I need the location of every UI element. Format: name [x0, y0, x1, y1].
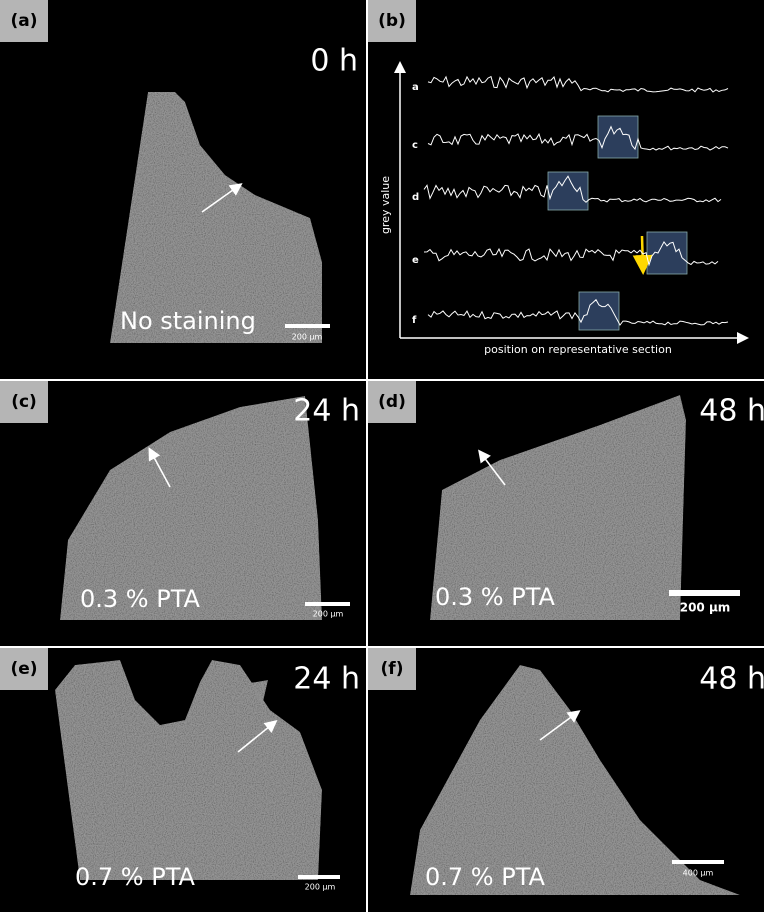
- panel-label: (f): [381, 659, 404, 679]
- trace-label: c: [412, 140, 418, 151]
- trace-label: a: [412, 82, 419, 93]
- panel-label: (b): [378, 11, 406, 31]
- condition: 0.3 % PTA: [80, 585, 201, 613]
- trace-label: d: [412, 192, 419, 203]
- highlight: [548, 172, 588, 210]
- y-axis-label: grey value: [379, 176, 392, 234]
- scale-label: 200 µm: [680, 601, 731, 615]
- scale-label: 200 µm: [313, 610, 344, 619]
- highlight: [647, 232, 687, 274]
- scale-label: 200 µm: [305, 883, 336, 892]
- condition: 0.7 % PTA: [75, 863, 196, 891]
- time: 48 h: [699, 662, 764, 697]
- condition: 0.3 % PTA: [435, 583, 556, 611]
- trace-label: e: [412, 255, 419, 266]
- panel-label: (d): [378, 392, 406, 412]
- time: 0 h: [310, 44, 358, 79]
- figure: (a) 0 h No staining 200 µm a c d e f grey va…: [0, 0, 764, 912]
- scale-label: 400 µm: [683, 869, 714, 878]
- panel-label: (a): [10, 11, 37, 31]
- trace-label: f: [412, 315, 417, 326]
- scale-label: 200 µm: [292, 333, 323, 342]
- condition: No staining: [120, 307, 256, 335]
- x-axis-label: position on representative section: [484, 343, 672, 356]
- time: 24 h: [293, 394, 360, 429]
- condition: 0.7 % PTA: [425, 863, 546, 891]
- panel-label: (c): [11, 392, 37, 412]
- time: 24 h: [293, 662, 360, 697]
- highlight: [598, 116, 638, 158]
- time: 48 h: [699, 394, 764, 429]
- panel-label: (e): [10, 659, 37, 679]
